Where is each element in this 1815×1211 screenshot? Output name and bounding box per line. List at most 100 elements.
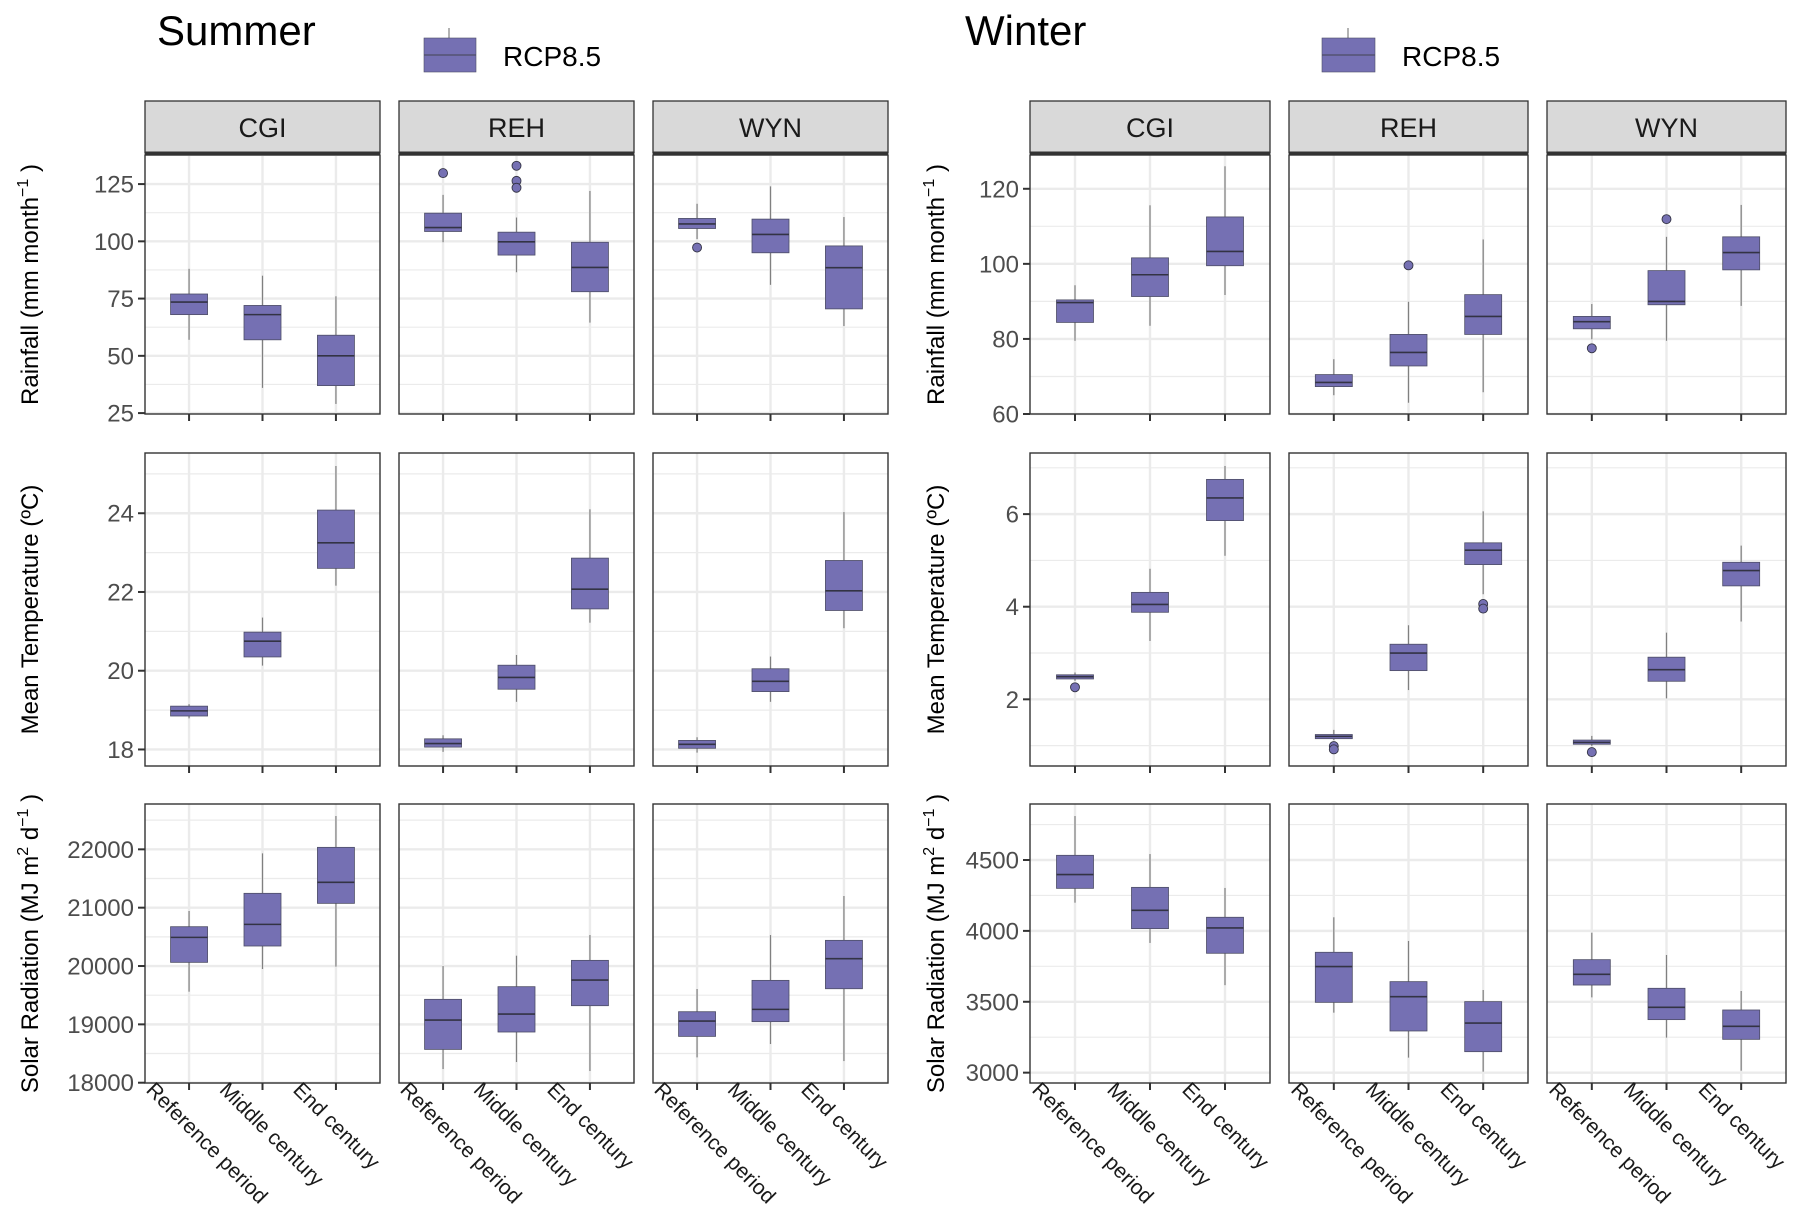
- y-axis-title: Solar Radiation (MJ m2 d−1 ): [921, 794, 950, 1093]
- box-reference-period: [1572, 932, 1611, 998]
- box-end-century: [571, 509, 609, 623]
- box-middle-century: [497, 654, 536, 702]
- facet-label: REH: [1380, 113, 1437, 143]
- y-title-text: ): [923, 164, 950, 179]
- box-iqr: [1389, 334, 1428, 367]
- box-middle-century: [497, 955, 536, 1063]
- box-iqr: [1464, 1001, 1503, 1053]
- panel-mean_temperature-reh: [1288, 452, 1529, 773]
- box-iqr: [1314, 951, 1353, 1003]
- y-axis-title: Rainfall (mm month−1 ): [15, 164, 44, 405]
- y-axis-title: Solar Radiation (MJ m2 d−1 ): [15, 794, 44, 1093]
- box-iqr: [424, 212, 462, 232]
- row-rainfall: Rainfall (mm month−1 ) 25 50 75 100 125: [15, 154, 889, 428]
- box-iqr: [571, 557, 609, 610]
- box-iqr: [751, 218, 790, 254]
- box-iqr: [1647, 987, 1686, 1021]
- outlier-point: [438, 168, 449, 179]
- box-iqr: [1389, 981, 1428, 1032]
- box-end-century: [1722, 545, 1761, 622]
- box-reference-period: [1314, 359, 1353, 396]
- outlier-point: [1328, 744, 1339, 755]
- strip-background: [1029, 100, 1271, 154]
- y-tick-label: 3500: [966, 989, 1019, 1016]
- y-tick-label: 3000: [966, 1060, 1019, 1087]
- box-middle-century: [243, 617, 282, 666]
- outlier-point: [692, 242, 703, 253]
- box-iqr: [1722, 561, 1761, 587]
- outlier-point: [1070, 682, 1080, 693]
- box-reference-period: [1572, 304, 1611, 354]
- panel-mean_temperature-wyn: [652, 452, 889, 773]
- box-end-century: [571, 190, 609, 323]
- box-iqr: [751, 668, 790, 692]
- y-tick-label: 100: [94, 229, 134, 256]
- y-tick-label: 20000: [67, 954, 134, 981]
- box-iqr: [243, 892, 282, 947]
- box-middle-century: [751, 186, 790, 285]
- box-end-century: [317, 465, 355, 586]
- y-title-superscript: −1: [921, 179, 938, 197]
- y-tick-label: 4500: [966, 847, 1019, 874]
- panel-mean_temperature-reh: [398, 452, 635, 773]
- outlier-point: [1403, 260, 1414, 271]
- winter-legend: RCP8.5: [1321, 28, 1500, 73]
- box-middle-century: [1389, 625, 1428, 691]
- box-reference-period: [678, 989, 716, 1058]
- box-iqr: [571, 959, 609, 1007]
- y-title-superscript: −1: [15, 179, 32, 197]
- box-iqr: [243, 631, 282, 658]
- y-tick-label: 22: [107, 579, 134, 606]
- summer-block: Summer RCP8.5 CGI REH WYN Rainfall (mm mont…: [15, 7, 892, 1208]
- box-middle-century: [243, 853, 282, 969]
- box-end-century: [1464, 511, 1503, 614]
- box-middle-century: [1389, 260, 1428, 403]
- facet-strip-wyn: WYN: [1546, 100, 1787, 155]
- box-iqr: [1464, 542, 1503, 565]
- box-iqr: [678, 1011, 716, 1037]
- box-iqr: [1056, 299, 1094, 323]
- facet-label: CGI: [238, 113, 286, 143]
- y-tick-label: 25: [107, 401, 134, 428]
- outlier-point: [1478, 603, 1489, 614]
- y-title-text: d: [17, 827, 44, 847]
- box-iqr: [1389, 643, 1428, 672]
- box-end-century: [571, 935, 609, 1072]
- box-iqr: [1722, 1009, 1761, 1040]
- y-tick-label: 19000: [67, 1012, 134, 1039]
- box-iqr: [317, 334, 355, 387]
- box-iqr: [1131, 886, 1169, 930]
- y-axis-title: Rainfall (mm month−1 ): [921, 164, 950, 405]
- box-iqr: [1131, 591, 1169, 613]
- box-iqr: [170, 293, 208, 316]
- y-tick-label: 22000: [67, 837, 134, 864]
- y-title-superscript: 2: [15, 847, 32, 856]
- row-mean_temperature: Mean Temperature (ºC) 18 20 22 24: [17, 452, 889, 773]
- panel-mean_temperature-cgi: [144, 452, 381, 773]
- box-reference-period: [424, 966, 462, 1070]
- outlier-point: [1661, 214, 1672, 225]
- box-end-century: [1206, 465, 1244, 556]
- outlier-point: [511, 182, 522, 193]
- y-title-text: Mean Temperature (ºC): [923, 485, 950, 735]
- y-title-text: ): [17, 164, 44, 179]
- y-tick-label: 2: [1006, 687, 1019, 714]
- strip-background: [144, 100, 381, 154]
- box-end-century: [825, 512, 863, 629]
- panel-mean_temperature-wyn: [1546, 452, 1787, 773]
- panel-mean_temperature-cgi: [1029, 452, 1271, 773]
- box-iqr: [243, 305, 282, 341]
- y-tick-label: 24: [107, 501, 134, 528]
- facet-label: WYN: [1635, 113, 1698, 143]
- row-mean_temperature: Mean Temperature (ºC) 2 4 6: [923, 452, 1787, 773]
- strip-background: [1546, 100, 1787, 154]
- facet-strip-cgi: CGI: [144, 100, 381, 155]
- y-axis-title: Mean Temperature (ºC): [17, 485, 44, 735]
- winter-block: Winter RCP8.5 CGI REH WYN Rainfall (mm mont…: [921, 7, 1790, 1208]
- y-tick-label: 100: [979, 251, 1019, 278]
- box-iqr: [1572, 959, 1611, 986]
- facet-strip-wyn: WYN: [652, 100, 889, 155]
